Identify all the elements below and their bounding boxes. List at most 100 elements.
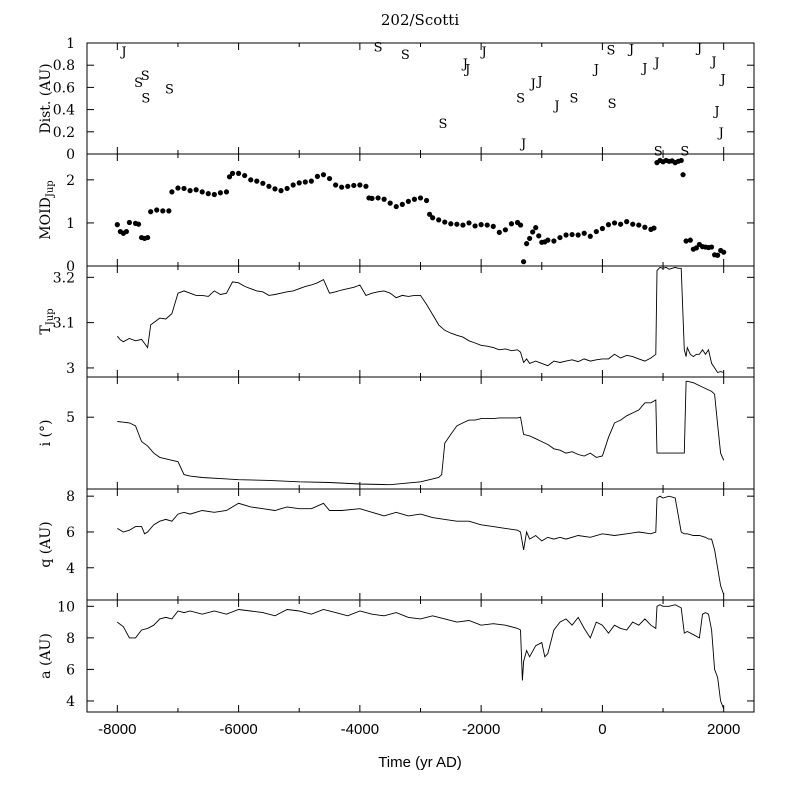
data-point xyxy=(260,180,266,186)
data-point xyxy=(242,172,248,179)
data-point xyxy=(423,197,430,204)
data-point xyxy=(563,232,569,238)
data-point xyxy=(454,221,460,227)
close-approach-marker-S: S xyxy=(141,91,150,106)
panel-frame xyxy=(86,488,755,601)
data-point xyxy=(715,252,721,258)
close-approach-marker-S: S xyxy=(438,117,447,132)
data-point xyxy=(551,238,557,244)
data-point xyxy=(166,208,172,214)
y-axis-label: a (AU) xyxy=(38,633,54,679)
close-approach-marker-S: S xyxy=(516,91,525,106)
data-point xyxy=(599,225,606,232)
data-point xyxy=(314,173,321,179)
close-approach-marker-J: J xyxy=(695,41,702,56)
data-point xyxy=(436,217,442,223)
panel-3: 5 i (°) xyxy=(38,376,755,490)
data-point xyxy=(478,222,484,228)
data-point xyxy=(296,180,302,186)
close-approach-marker-J: J xyxy=(592,63,599,78)
close-approach-marker-J: J xyxy=(717,126,724,141)
data-point xyxy=(472,223,478,229)
data-point xyxy=(381,196,387,202)
data-point xyxy=(154,207,160,213)
x-tick-label: -4000 xyxy=(341,721,379,738)
data-point xyxy=(363,183,369,189)
data-point xyxy=(320,172,327,178)
y-tick-label: 8 xyxy=(66,631,75,647)
data-point xyxy=(460,222,466,228)
close-approach-marker-S: S xyxy=(141,69,150,84)
y-tick-label: 2 xyxy=(66,173,75,189)
data-point xyxy=(290,182,296,188)
close-approach-marker-J: J xyxy=(640,61,647,76)
data-point xyxy=(235,170,242,176)
data-point xyxy=(442,219,448,225)
y-tick-label: 1 xyxy=(66,36,75,52)
y-axis-label-subscript: Jup xyxy=(45,308,56,326)
chart-title: 202/Scotti xyxy=(381,11,459,29)
data-point xyxy=(278,188,284,194)
close-approach-marker-J: J xyxy=(712,105,719,120)
y-axis-label: Dist. (AU) xyxy=(38,63,54,133)
close-approach-marker-J: J xyxy=(535,75,542,90)
data-point xyxy=(145,234,151,241)
close-approach-marker-J: J xyxy=(718,73,725,88)
close-approach-marker-J: J xyxy=(552,99,559,114)
data-point xyxy=(199,189,205,195)
data-point xyxy=(226,174,233,180)
close-approach-marker-S: S xyxy=(654,145,663,160)
data-point xyxy=(545,237,551,243)
data-point xyxy=(254,178,260,184)
y-tick-label: 0 xyxy=(66,259,75,275)
data-point xyxy=(642,224,648,230)
y-tick-label: 0.2 xyxy=(53,125,75,141)
data-point xyxy=(569,231,575,238)
data-point xyxy=(193,187,199,193)
data-point xyxy=(502,227,508,233)
data-point xyxy=(557,234,563,241)
y-tick-label: 4 xyxy=(66,561,75,577)
close-approach-marker-S: S xyxy=(606,44,615,59)
data-point xyxy=(248,177,254,183)
data-point xyxy=(114,222,120,228)
data-point xyxy=(160,208,166,214)
close-approach-marker-J: J xyxy=(519,137,526,152)
data-point xyxy=(678,157,684,164)
panel-frame xyxy=(86,153,755,267)
data-point xyxy=(517,222,524,228)
y-tick-label: 0.6 xyxy=(53,80,75,96)
y-axis-label: TJup xyxy=(38,308,56,334)
x-tick-label: -2000 xyxy=(462,721,500,738)
data-point xyxy=(148,209,154,215)
data-point xyxy=(630,221,636,227)
data-point xyxy=(223,189,230,195)
data-point xyxy=(721,249,727,255)
data-point xyxy=(466,220,472,226)
data-point xyxy=(211,191,217,198)
data-point xyxy=(175,185,181,191)
close-approach-marker-J: J xyxy=(119,45,126,60)
y-axis-label: MOIDJup xyxy=(38,180,56,239)
x-tick-label: 2000 xyxy=(707,721,740,738)
data-point xyxy=(687,237,693,243)
y-tick-label: 3.1 xyxy=(53,316,75,332)
data-point xyxy=(326,175,333,182)
data-point xyxy=(405,198,411,204)
data-point xyxy=(351,182,357,189)
data-point xyxy=(272,186,278,192)
panel-frame xyxy=(86,376,755,490)
data-point xyxy=(345,183,351,189)
close-approach-marker-J: J xyxy=(463,63,470,78)
series-line xyxy=(116,266,724,374)
series-line xyxy=(117,604,725,709)
y-tick-label: 8 xyxy=(66,489,75,505)
y-axis-label: q (AU) xyxy=(38,521,54,567)
x-tick-label: -6000 xyxy=(219,721,257,738)
data-point xyxy=(333,182,339,188)
panel-2: 3 3.1 3.2 TJup xyxy=(38,265,755,378)
panel-frame xyxy=(86,265,755,378)
data-point xyxy=(417,195,424,201)
